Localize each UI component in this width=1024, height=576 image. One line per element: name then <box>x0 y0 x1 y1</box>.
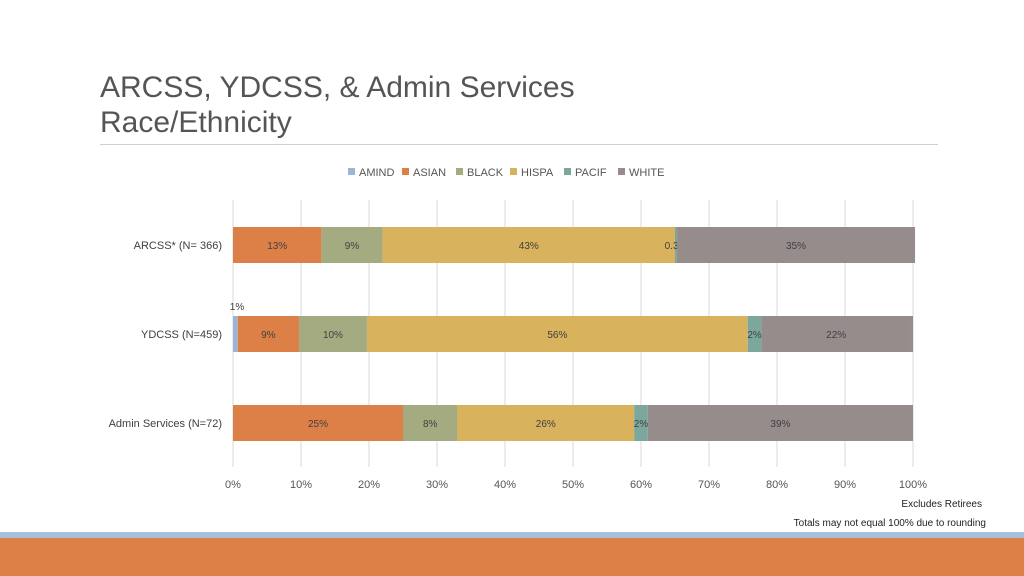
data-label-hispa: 56% <box>547 330 567 341</box>
bar-segment-black <box>321 227 383 263</box>
bar-segment-remainder <box>910 316 913 352</box>
data-label-amind: 1% <box>230 302 245 313</box>
bar-segment-white <box>647 405 913 441</box>
footer-band-orange <box>0 538 1024 576</box>
category-label: ARCSS* (N= 366) <box>134 240 222 252</box>
rounding-note: Totals may not equal 100% due to roundin… <box>793 518 986 529</box>
bar-segment-hispa <box>457 405 635 441</box>
x-tick-label: 60% <box>630 479 652 491</box>
legend-swatch-black <box>456 168 463 175</box>
bar-segment-pacif <box>634 405 648 441</box>
legend-swatch-white <box>618 168 625 175</box>
data-label-hispa: 43% <box>519 241 539 252</box>
data-label-white: 39% <box>770 419 790 430</box>
bar-segment-amind <box>233 316 238 352</box>
bar-segment-hispa <box>366 316 748 352</box>
title-divider <box>100 144 938 145</box>
data-label-hispa: 26% <box>536 419 556 430</box>
excludes-retirees-note: Excludes Retirees <box>901 499 982 510</box>
data-label-black: 8% <box>423 419 438 430</box>
legend-swatch-hispa <box>510 168 517 175</box>
category-label: YDCSS (N=459) <box>141 329 222 341</box>
legend-label-pacif: PACIF <box>575 167 607 179</box>
x-tick-label: 50% <box>562 479 584 491</box>
data-label-white: 35% <box>786 241 806 252</box>
slide-title-line-1: ARCSS, YDCSS, & Admin Services <box>100 71 575 104</box>
slide-title: ARCSS, YDCSS, & Admin Services Race/Ethn… <box>100 70 575 140</box>
x-tick-label: 80% <box>766 479 788 491</box>
bar-segment-asian <box>233 405 403 441</box>
data-label-pacif: 2% <box>634 419 649 430</box>
data-label-white: 22% <box>826 330 846 341</box>
bar-segment-pacif <box>675 227 678 263</box>
bar-segment-white <box>761 316 911 352</box>
data-label-asian: 13% <box>267 241 287 252</box>
legend-label-black: BLACK <box>467 167 504 179</box>
data-label-asian: 25% <box>308 419 328 430</box>
bar-segment-asian <box>237 316 299 352</box>
bar-segment-asian <box>233 227 322 263</box>
legend-swatch-asian <box>402 168 409 175</box>
x-tick-label: 100% <box>899 479 927 491</box>
legend-swatch-pacif <box>564 168 571 175</box>
x-tick-label: 10% <box>290 479 312 491</box>
bar-segment-pacif <box>747 316 762 352</box>
legend-label-white: WHITE <box>629 167 664 179</box>
legend-label-amind: AMIND <box>359 167 395 179</box>
category-label: Admin Services (N=72) <box>109 418 222 430</box>
data-label-black: 9% <box>345 241 360 252</box>
data-label-pacif: 2% <box>747 330 762 341</box>
bar-segment-black <box>298 316 367 352</box>
footer-band-blue <box>0 532 1024 538</box>
legend-label-asian: ASIAN <box>413 167 446 179</box>
data-label-black: 10% <box>323 330 343 341</box>
legend: AMIND ASIAN BLACK HISPA PACIF WHITE <box>348 167 664 179</box>
legend-swatch-amind <box>348 168 355 175</box>
bar-segment-hispa <box>382 227 675 263</box>
stacked-bar-chart: 0% 10% 20% 30% 40% 50% 60% 70% 80% 90% 100% AMIND AS… <box>109 167 928 491</box>
x-tick-label: 90% <box>834 479 856 491</box>
legend-label-hispa: HISPA <box>521 167 554 179</box>
x-tick-label: 70% <box>698 479 720 491</box>
x-tick-label: 20% <box>358 479 380 491</box>
data-label-asian: 9% <box>261 330 276 341</box>
data-label-pacif: 0.3% <box>665 241 688 252</box>
slide-title-line-2: Race/Ethnicity <box>100 106 292 139</box>
bar-segment-black <box>403 405 458 441</box>
x-tick-label: 0% <box>225 479 241 491</box>
x-tick-label: 40% <box>494 479 516 491</box>
x-tick-label: 30% <box>426 479 448 491</box>
bar-segment-white <box>677 227 916 263</box>
